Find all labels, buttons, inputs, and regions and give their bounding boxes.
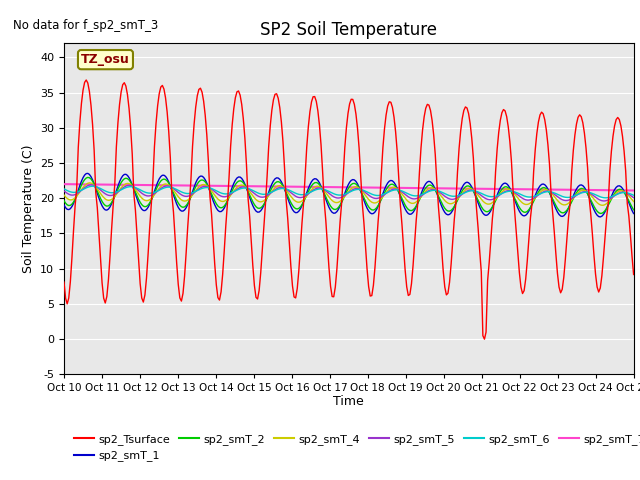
Text: TZ_osu: TZ_osu [81, 53, 130, 66]
X-axis label: Time: Time [333, 395, 364, 408]
Legend: sp2_Tsurface, sp2_smT_1, sp2_smT_2, sp2_smT_4, sp2_smT_5, sp2_smT_6, sp2_smT_7: sp2_Tsurface, sp2_smT_1, sp2_smT_2, sp2_… [70, 430, 640, 466]
Title: SP2 Soil Temperature: SP2 Soil Temperature [260, 21, 437, 39]
Text: No data for f_sp2_smT_3: No data for f_sp2_smT_3 [13, 19, 158, 32]
Y-axis label: Soil Temperature (C): Soil Temperature (C) [22, 144, 35, 273]
